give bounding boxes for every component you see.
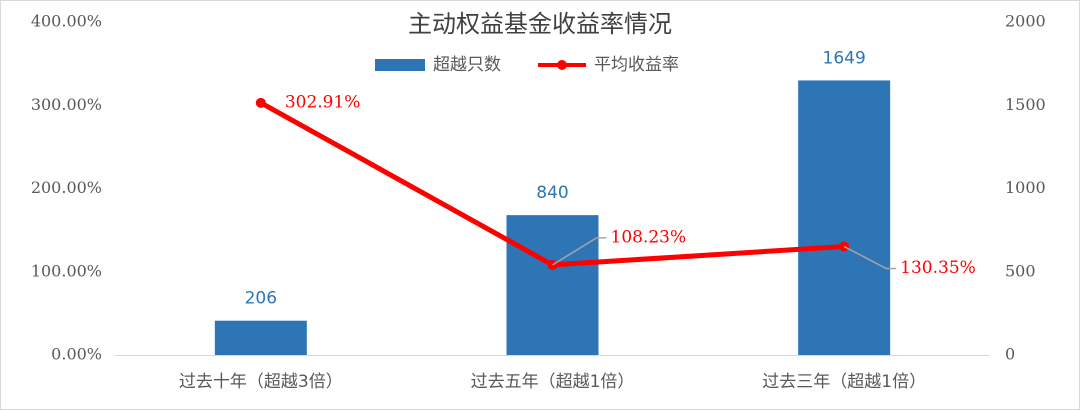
line-value-label: 130.35% xyxy=(900,258,976,278)
legend-swatch xyxy=(557,60,567,70)
y-tick-label: 0.00% xyxy=(51,345,102,364)
legend-label: 超越只数 xyxy=(433,55,501,75)
y2-tick-label: 2000 xyxy=(1005,12,1046,31)
y2-tick-label: 500 xyxy=(1005,261,1036,280)
x-tick-label: 过去十年（超越3倍） xyxy=(179,372,343,392)
leader-line xyxy=(843,245,897,270)
bar xyxy=(214,320,307,355)
y2-tick-label: 1500 xyxy=(1005,95,1046,114)
legend-swatch xyxy=(375,59,425,71)
y-tick-label: 100.00% xyxy=(31,261,102,280)
y-tick-label: 300.00% xyxy=(31,95,102,114)
bar-value-label: 840 xyxy=(536,183,568,203)
x-tick-label: 过去三年（超越1倍） xyxy=(762,372,926,392)
line-value-label: 302.91% xyxy=(285,92,361,112)
legend-label: 平均收益率 xyxy=(594,55,679,75)
chart-title: 主动权益基金收益率情况 xyxy=(408,10,672,38)
bar xyxy=(506,215,599,355)
y2-tick-label: 0 xyxy=(1005,345,1015,364)
y-tick-label: 200.00% xyxy=(31,178,102,197)
bar-value-label: 1649 xyxy=(823,48,866,68)
bar xyxy=(798,80,891,355)
x-tick-label: 过去五年（超越1倍） xyxy=(471,372,635,392)
line-point xyxy=(255,97,266,108)
bar-value-label: 206 xyxy=(245,289,277,309)
line-value-label: 108.23% xyxy=(611,227,687,247)
y-tick-label: 400.00% xyxy=(31,12,102,31)
y2-tick-label: 1000 xyxy=(1005,178,1046,197)
leader-line xyxy=(552,237,607,266)
